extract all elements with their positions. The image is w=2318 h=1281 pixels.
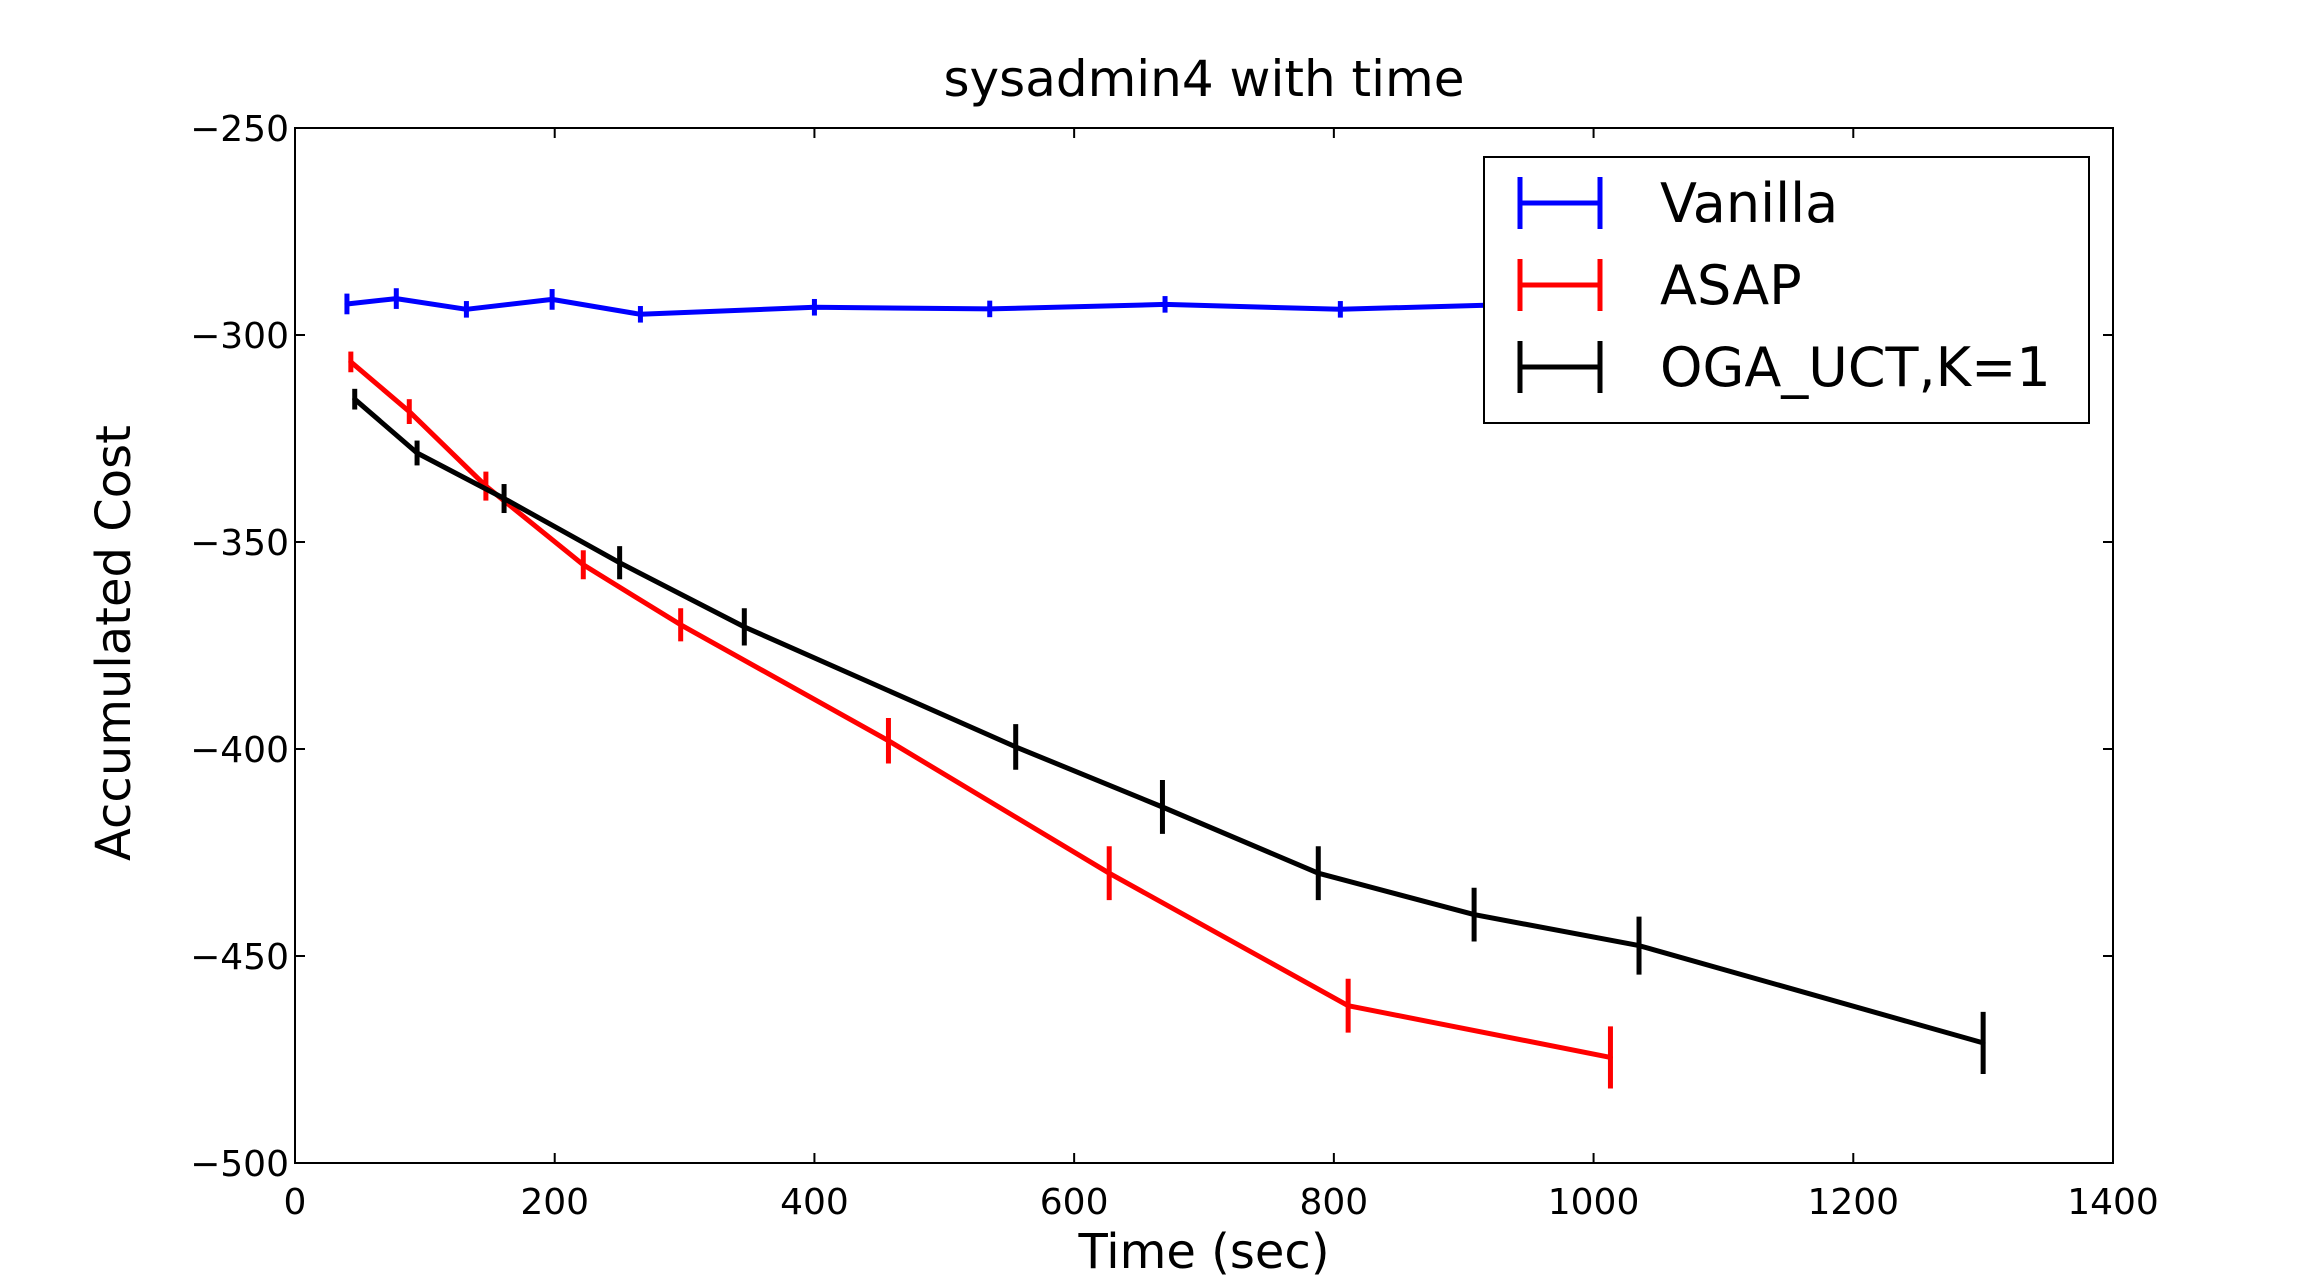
series-line-vanilla: [344, 296, 1564, 317]
series-line-oga-uct-k-1: [352, 396, 1986, 1046]
y-tick-label: −450: [190, 937, 289, 978]
legend-item-vanilla: Vanilla: [1517, 172, 1838, 235]
y-tick-label: −400: [190, 730, 289, 771]
x-tick-label: 800: [1299, 1182, 1368, 1223]
legend-item-asap: ASAP: [1517, 254, 1802, 317]
y-axis-label: Accumulated Cost: [86, 425, 142, 861]
x-tick-label: 0: [284, 1182, 307, 1223]
legend-label: Vanilla: [1660, 172, 1838, 235]
x-tick-label: 200: [520, 1182, 589, 1223]
series-vanilla: [344, 288, 1564, 323]
series-asap: [348, 351, 1613, 1089]
series-line-asap: [348, 359, 1613, 1060]
x-tick-label: 1000: [1548, 1182, 1640, 1223]
series-oga-uct-k-1: [352, 388, 1986, 1074]
plot-area-frame: [294, 127, 2114, 1164]
x-tick-label: 600: [1040, 1182, 1109, 1223]
axis-ticks: 0 200 400 600 800 1000 1200 1400 −250 −300 −350 −40…: [190, 109, 2159, 1223]
y-tick-label: −250: [190, 109, 289, 150]
legend-item-oga-uct-k-1: OGA_UCT,K=1: [1517, 336, 2051, 399]
x-axis-label: Time (sec): [1077, 1224, 1329, 1277]
chart-title: sysadmin4 with time: [944, 50, 1465, 108]
legend: Vanilla ASAP OGA_UCT,K=1: [1483, 156, 2090, 424]
x-tick-label: 1200: [1807, 1182, 1899, 1223]
x-tick-label: 400: [780, 1182, 849, 1223]
y-tick-label: −300: [190, 316, 289, 357]
plot-series: [344, 288, 1986, 1089]
legend-label: OGA_UCT,K=1: [1660, 336, 2051, 399]
legend-label: ASAP: [1660, 254, 1802, 317]
x-tick-label: 1400: [2067, 1182, 2159, 1223]
y-tick-label: −350: [190, 523, 289, 564]
y-tick-label: −500: [190, 1144, 289, 1185]
